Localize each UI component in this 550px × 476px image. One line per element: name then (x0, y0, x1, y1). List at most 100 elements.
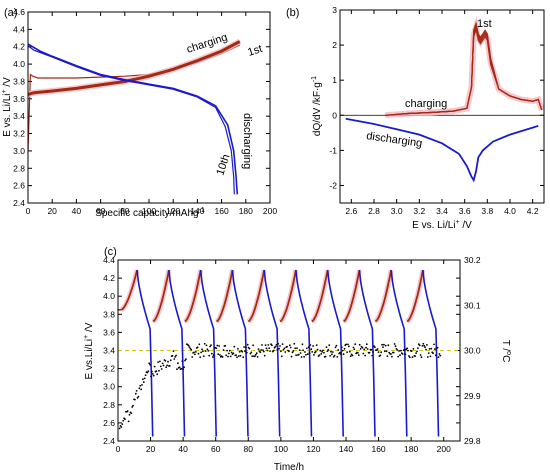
panel-c-temperature-point (361, 346, 364, 349)
panel-c-temperature-point (329, 355, 331, 357)
panel-c-temperature-point (221, 356, 224, 358)
panel-c-temperature-point (340, 353, 342, 355)
panel-c-temperature-point (299, 352, 302, 354)
panel-c-temperature-point (283, 347, 286, 350)
panel-c-charge-line (343, 269, 361, 323)
panel-c-temperature-point (366, 348, 369, 350)
panel-c-temperature-point (296, 347, 298, 349)
panel-a-charge-1st-line (28, 44, 241, 151)
panel-c-discharge-line (136, 269, 154, 437)
panel-c-discharge-line (263, 269, 281, 437)
panel-c-temperature-point (265, 347, 268, 350)
panel-c-temperature-point (374, 346, 376, 349)
panel-c-temperature-point (210, 344, 212, 346)
panel-c-temperature-point (289, 346, 292, 349)
panel-a-ytick-label: 3.6 (13, 94, 25, 104)
panel-c-temperature-point (368, 351, 371, 354)
panel-c-temperature-point (187, 344, 190, 347)
panel-c-temperature-point (127, 420, 130, 423)
panel-c-temperature-point (281, 343, 284, 345)
panel-c-frame (117, 259, 461, 442)
panel-c-temperature-point (181, 360, 184, 363)
panel-c-discharge-line (422, 269, 440, 437)
panel-c-y2tick-label: 29.8 (464, 436, 481, 446)
panel-c-temperature-point (295, 354, 297, 357)
panel-c-temperature-point (393, 343, 396, 345)
panel-a-annotation-discharging: discharging (241, 113, 253, 169)
panel-c-ytick-label: 3.4 (103, 346, 115, 356)
panel-c-temperature-point (246, 343, 249, 346)
panel-c-temperature-point (430, 347, 433, 350)
panel-b-ytick-label: 0 (332, 110, 337, 120)
panel-c-temperature-point (341, 349, 344, 352)
panel-c-temperature-point (421, 345, 424, 347)
panel-c-temperature-point (245, 351, 248, 354)
panel-a-ytick-label: 3.4 (13, 111, 25, 121)
panel-c-temperature-point (306, 353, 309, 355)
panel-b-xtick-label: 2.8 (368, 206, 380, 216)
panel-c-temperature-point (244, 350, 246, 353)
panel-c-temperature-point (233, 345, 236, 348)
panel-c-temperature-point (347, 343, 349, 346)
panel-b-discharge-line (345, 117, 539, 183)
panel-a-xtick-label: 160 (215, 206, 229, 216)
panel-c-temperature-point (417, 347, 419, 350)
panel-c-temperature-point (410, 350, 413, 352)
panel-c-temperature-point (365, 343, 368, 346)
panel-c-temperature-point (142, 381, 145, 384)
panel-c-temperature-point (267, 344, 270, 346)
panel-c-temperature-point (357, 352, 359, 354)
panel-c-temperature-point (408, 355, 410, 357)
panel-c-temperature-point (331, 351, 334, 353)
panel-c-temperature-point (308, 352, 311, 354)
panel-c-temperature-point (151, 370, 153, 373)
panel-c-temperature-point (290, 355, 293, 358)
panel-c-xtick-label: 140 (339, 444, 353, 454)
panel-c-charge-line (120, 269, 138, 311)
panel-b-xtick-label: 3.4 (436, 206, 448, 216)
panel-c-temperature-point (211, 352, 213, 355)
panel-b-xlabel: E vs. Li/Li+ /V (412, 219, 472, 231)
panel-c-temperature-point (280, 355, 283, 358)
panel-c-temperature-point (225, 354, 228, 357)
panel-a-annotation-10th: 10th (214, 153, 232, 177)
panel-c-temperature-point (177, 362, 179, 365)
panel-c-temperature-point (400, 349, 402, 352)
panel-c-y2tick-label: 30.2 (464, 255, 481, 265)
panel-c-temperature-point (243, 346, 246, 348)
panel-c-temperature-point (399, 354, 401, 357)
panel-c-temperature-point (392, 351, 395, 354)
panel-c-temperature-point (390, 353, 392, 355)
panel-c-ytick-label: 3.2 (103, 364, 115, 374)
panel-c-temperature-point (216, 344, 219, 347)
panel-c-temperature-point (228, 349, 231, 352)
panel-c-temperature-point (208, 354, 211, 357)
panel-a-xtick-label: 20 (47, 206, 57, 216)
panel-c-temperature-point (135, 390, 138, 392)
panel-a-ytick-label: 2.4 (13, 198, 25, 208)
panel-c-temperature-point (193, 351, 195, 354)
panel-c-temperature-point (196, 346, 199, 349)
panel-c-temperature-point (227, 355, 229, 358)
panel-c-temperature-point (185, 358, 187, 361)
panel-c-temperature-point (257, 348, 260, 350)
panel-c-temperature-point (205, 344, 208, 347)
panel-c-temperature-point (204, 350, 207, 352)
panel-c-temperature-point (172, 350, 175, 352)
panel-c-temperature-point (293, 342, 296, 345)
panel-c-temperature-point (263, 354, 266, 357)
panel-c-temperature-point (276, 349, 279, 351)
panel-c-temperature-point (217, 353, 220, 356)
panel-c-temperature-point (161, 362, 164, 365)
panel-c-temperature-point (388, 351, 391, 354)
panel-c-temperature-point (136, 397, 139, 399)
panel-c-temperature-point (159, 360, 161, 363)
panel-c-temperature-point (303, 355, 305, 358)
panel-c-temperature-point (370, 348, 373, 351)
panel-c-temperature-point (371, 354, 374, 357)
panel-c-temperature-point (165, 366, 168, 369)
panel-c-temperature-point (318, 354, 321, 356)
panel-c-temperature-point (236, 356, 238, 359)
panel-c-temperature-point (159, 365, 162, 368)
